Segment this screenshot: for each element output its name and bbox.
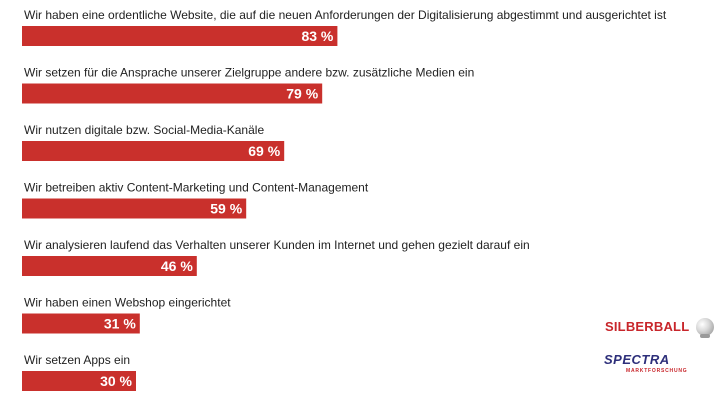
bar [22,141,285,161]
bar [22,198,247,219]
value-label: 31 % [104,316,136,332]
category-label: Wir betreiben aktiv Content-Marketing un… [24,181,369,195]
value-label: 59 % [210,201,242,217]
ball-stand-icon [700,334,710,338]
category-label: Wir analysieren laufend das Verhalten un… [24,238,530,252]
category-label: Wir haben einen Webshop eingerichtet [24,296,231,310]
spectra-logo: SPECTRA [604,352,670,367]
spectra-subtitle: MARKTFORSCHUNG [626,368,688,374]
category-label: Wir setzen Apps ein [24,353,130,367]
value-label: 69 % [248,143,280,159]
silver-ball-icon [696,318,714,336]
value-label: 46 % [161,258,193,274]
bar [22,83,323,104]
value-label: 83 % [301,28,333,44]
silberball-logo: SILBERBALL [605,319,690,334]
category-label: Wir nutzen digitale bzw. Social-Media-Ka… [24,123,264,137]
value-label: 30 % [100,373,132,389]
bar [22,313,140,334]
category-label: Wir haben eine ordentliche Website, die … [24,8,667,22]
bar [22,371,136,391]
bar [22,256,197,276]
category-label: Wir setzen für die Ansprache unserer Zie… [24,66,474,80]
bar [22,26,338,46]
value-label: 79 % [286,86,318,102]
